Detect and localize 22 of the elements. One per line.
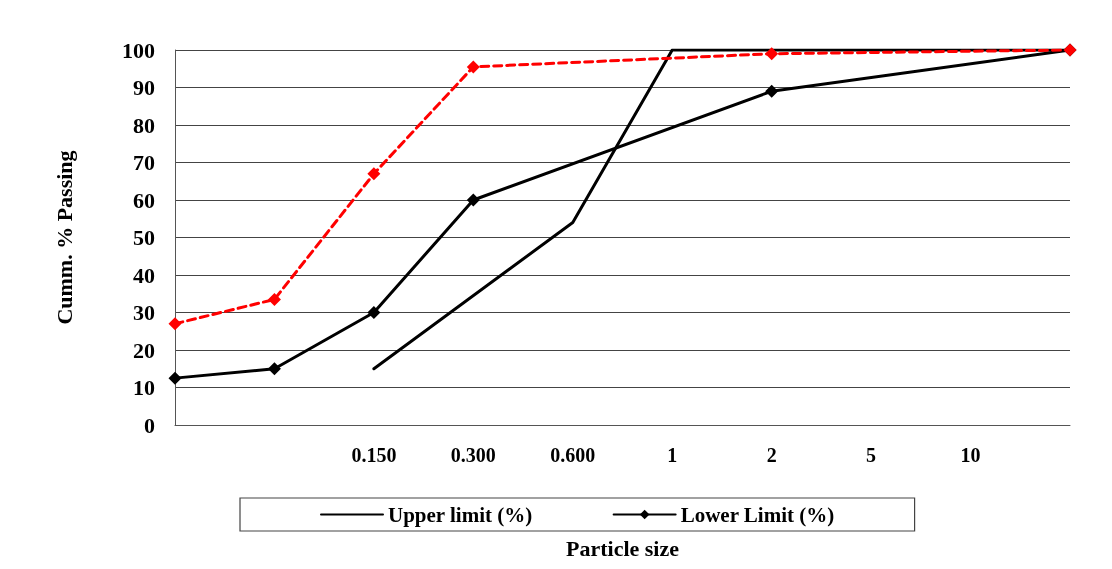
y-tick-label: 100 (122, 37, 155, 63)
x-tick-label: 0.150 (351, 444, 397, 466)
y-tick-label: 10 (133, 375, 155, 400)
y-tick-label: 50 (133, 225, 155, 250)
x-axis-title: Particle size (566, 535, 680, 561)
legend-label: Lower Limit (%) (680, 502, 835, 527)
x-tick-label: 2 (766, 444, 777, 466)
y-axis-title: Cumm. % Passing (51, 150, 77, 325)
y-tick-label: 80 (133, 112, 155, 138)
y-tick-label: 60 (133, 187, 155, 213)
y-tick-label: 0 (144, 412, 155, 438)
y-tick-label: 90 (133, 75, 155, 100)
y-tick-label: 70 (133, 150, 155, 175)
y-tick-label: 30 (133, 300, 155, 325)
x-tick-label: 0.600 (550, 444, 596, 466)
x-tick-label: 0.300 (450, 444, 496, 466)
x-tick-label: 5 (866, 444, 877, 466)
x-tick-label: 10 (960, 444, 981, 466)
x-tick-label: 1 (667, 444, 678, 466)
legend-label: Upper limit (%) (388, 502, 533, 527)
y-tick-label: 20 (133, 337, 155, 363)
y-tick-label: 40 (133, 262, 155, 288)
